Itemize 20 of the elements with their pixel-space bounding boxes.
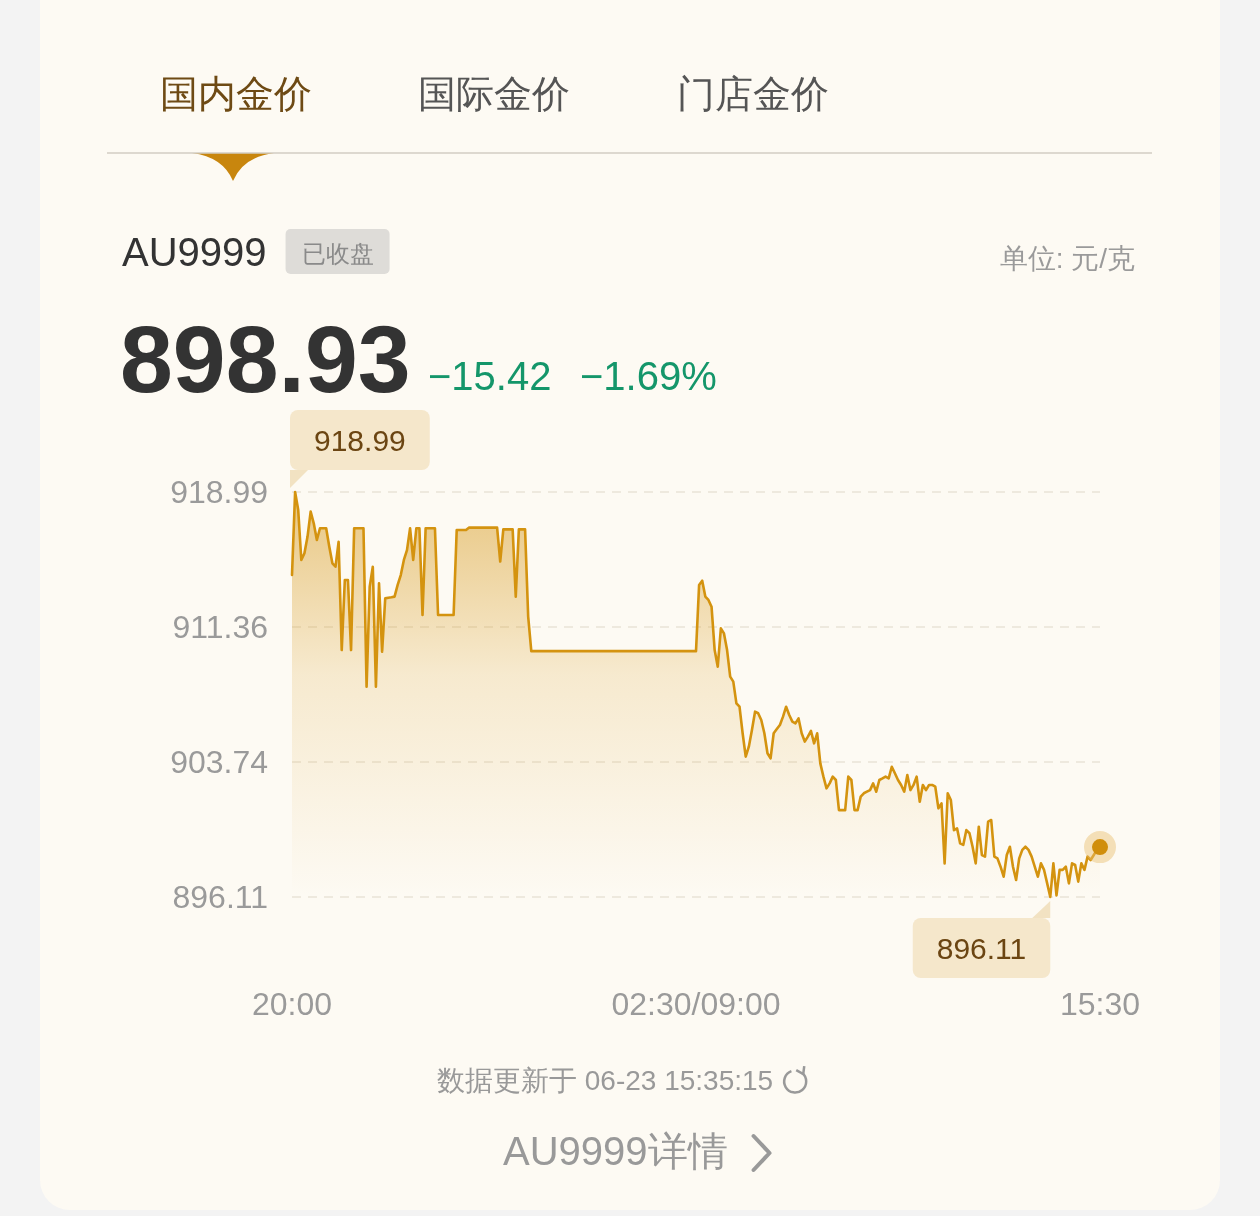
y-tick-label: 918.99 (170, 474, 268, 510)
text: −15.42 (428, 354, 552, 398)
text: 国内金价 (160, 73, 312, 115)
y-tick-label: 896.11 (172, 879, 268, 915)
text: 918.99 (314, 423, 406, 457)
y-tick-label: 903.74 (170, 743, 268, 780)
text: AU9999详情 (503, 1129, 728, 1173)
text: −1.69% (580, 354, 717, 398)
x-tick-label: 02:30/09:00 (611, 986, 781, 1022)
chart-subtitle: 已收盘 (301, 240, 374, 267)
annotation: 896.11 (936, 931, 1027, 965)
text: 国际金价 (418, 73, 570, 115)
text: 数据更新于 06-23 15:35:15 (437, 1065, 774, 1096)
text: 898.93 (120, 306, 411, 412)
x-tick-label: 20:00 (251, 986, 333, 1022)
text: 门店金价 (677, 73, 829, 115)
chart-title: AU9999 (122, 230, 267, 274)
x-tick-label: 15:30 (1059, 986, 1141, 1022)
y-tick-label: 911.36 (172, 609, 268, 646)
text: 单位: 元/克 (999, 243, 1135, 274)
